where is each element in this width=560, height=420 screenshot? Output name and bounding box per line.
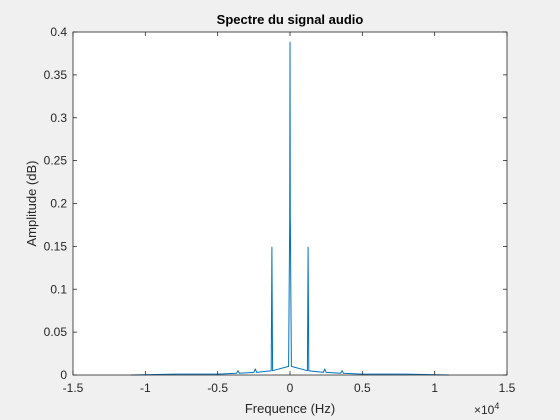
- x-tick-label: 0.5: [354, 381, 371, 395]
- y-tick-label: 0.25: [44, 154, 68, 168]
- y-axis-label: Amplitude (dB): [24, 161, 39, 247]
- x-exponent-label: ×104: [474, 401, 499, 417]
- x-exponent-base: ×10: [474, 403, 495, 417]
- x-exponent-power: 4: [494, 401, 499, 411]
- y-tick-label: 0: [60, 368, 67, 382]
- x-tick-label: -1.5: [63, 381, 84, 395]
- x-axis-label: Frequence (Hz): [245, 401, 335, 416]
- y-tick-label: 0.4: [50, 25, 67, 39]
- series-line: [130, 41, 450, 376]
- y-tick-label: 0.05: [44, 325, 68, 339]
- y-tick-label: 0.35: [44, 68, 68, 82]
- x-tick-label: 1.5: [499, 381, 516, 395]
- x-tick-label: 1: [431, 381, 438, 395]
- y-tick-label: 0.1: [50, 282, 67, 296]
- y-tick-label: 0.15: [44, 239, 68, 253]
- x-tick-label: -1: [140, 381, 151, 395]
- x-tick-label: 0: [287, 381, 294, 395]
- y-tick-label: 0.3: [50, 111, 67, 125]
- y-tick-label: 0.2: [50, 197, 67, 211]
- chart-title: Spectre du signal audio: [217, 12, 364, 27]
- x-tick-label: -0.5: [207, 381, 228, 395]
